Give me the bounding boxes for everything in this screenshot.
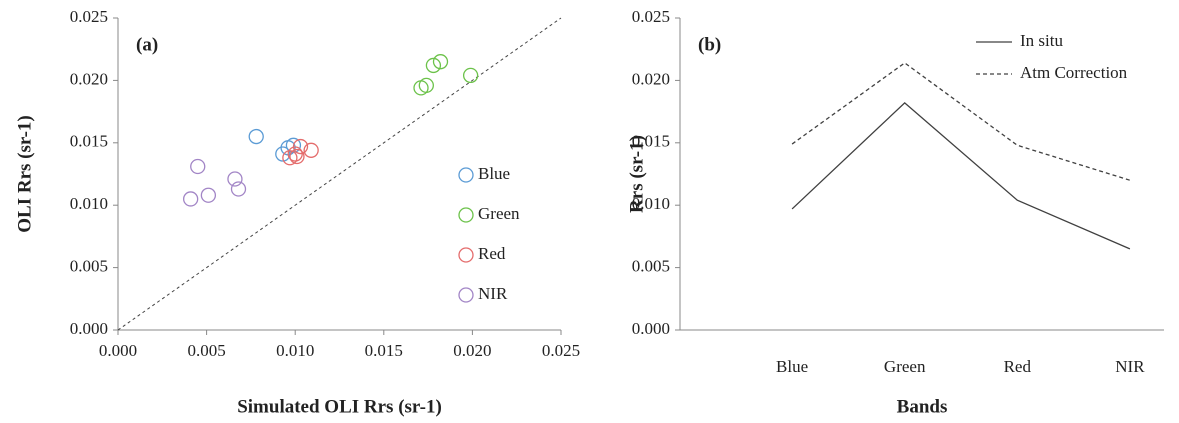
x-tick-label: 0.010: [276, 341, 314, 360]
point: [303, 142, 319, 158]
point: [200, 187, 217, 203]
y-tick-label: 0.010: [70, 194, 108, 213]
y-tick-label: 0.005: [632, 257, 670, 276]
point: [227, 171, 243, 187]
y-axis-label: Rrs (sr-1): [626, 135, 647, 213]
legend-label: Blue: [478, 164, 510, 183]
legend-label: Red: [478, 244, 506, 263]
legend-marker: [458, 167, 474, 183]
y-tick-label: 0.005: [70, 257, 108, 276]
y-tick-label: 0.025: [632, 7, 670, 26]
point: [248, 128, 264, 145]
y-tick-label: 0.025: [70, 7, 108, 26]
point: [183, 191, 199, 207]
point: [282, 150, 298, 166]
annotation: (b): [698, 34, 721, 55]
line: [791, 62, 1131, 181]
legend-marker: [458, 207, 474, 223]
x-tick-label: 0.005: [187, 341, 225, 360]
y-tick-label: 0.010: [632, 194, 670, 213]
point: [425, 57, 442, 74]
legend-label: NIR: [478, 284, 508, 303]
legend-marker: [458, 287, 474, 303]
point: [230, 181, 247, 197]
point: [462, 67, 479, 84]
x-tick-label: 0.000: [99, 341, 137, 360]
x-axis-label: Simulated OLI Rrs (sr-1): [237, 396, 442, 417]
x-tick-label: 0.015: [365, 341, 403, 360]
x-tick-label: 0.020: [453, 341, 491, 360]
point: [432, 54, 449, 70]
point: [292, 138, 309, 155]
reference-line: [117, 17, 562, 331]
point: [287, 146, 303, 162]
y-tick-label: 0.015: [632, 132, 670, 151]
point: [418, 77, 434, 94]
x-tick-label: Green: [884, 357, 926, 376]
y-tick-label: 0.000: [70, 319, 108, 338]
line: [791, 101, 1131, 250]
x-tick-label: Red: [1004, 357, 1032, 376]
y-tick-label: 0.015: [70, 132, 108, 151]
legend-marker: [458, 247, 474, 263]
x-tick-label: Blue: [776, 357, 808, 376]
y-tick-label: 0.020: [632, 69, 670, 88]
y-axis-label: OLI Rrs (sr-1): [14, 115, 35, 233]
legend-label: Green: [478, 204, 520, 223]
x-axis-label: Bands: [897, 396, 948, 417]
y-tick-label: 0.000: [632, 319, 670, 338]
point: [190, 158, 206, 175]
annotation: (a): [136, 34, 158, 55]
legend-label: Atm Correction: [1020, 63, 1128, 82]
point: [289, 148, 305, 165]
x-tick-label: 0.025: [542, 341, 580, 360]
y-tick-label: 0.020: [70, 69, 108, 88]
legend-label: In situ: [1020, 31, 1063, 50]
x-tick-label: NIR: [1115, 357, 1145, 376]
